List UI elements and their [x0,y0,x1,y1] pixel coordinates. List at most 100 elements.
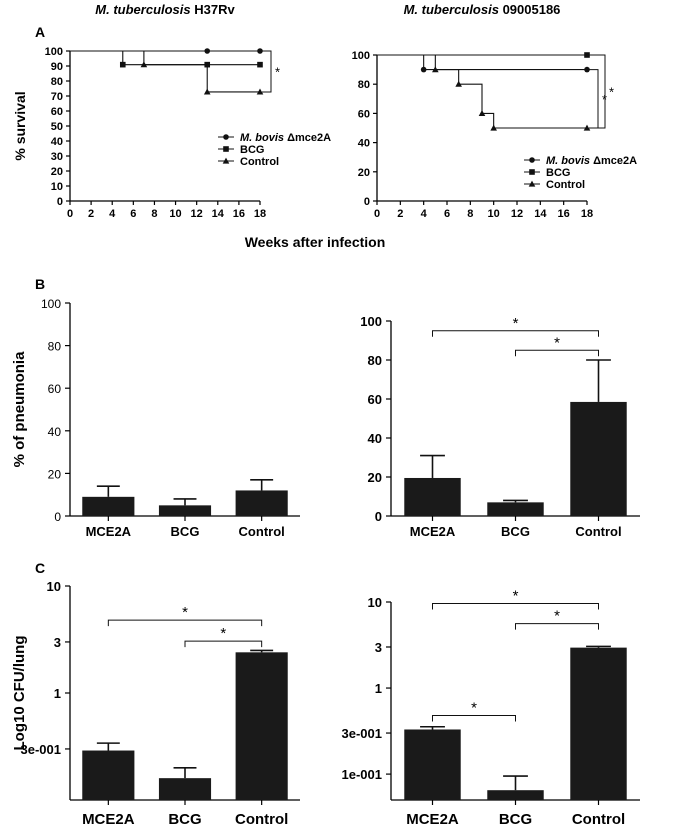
legend-entry: BCG [240,144,264,156]
x-tick-label: Control [572,811,625,828]
legend-marker-square [223,146,229,152]
significance-star: * [513,315,519,332]
data-point-triangle [203,88,211,95]
chart-c2: 1e-001 3e-001 1 3 10 MCE2A BCG Control * * * [342,588,640,828]
x-tick-label: Control [235,811,288,828]
chart-a2: M. tuberculosis 09005186 0 20 40 60 80 100 0 2 4 6… [352,2,637,220]
significance-star: * [471,699,477,716]
data-point-triangle [256,88,264,95]
y-tick-label: 10 [51,181,63,193]
y-axis-label: Log10 CFU/lung [11,636,28,751]
significance-bracket [432,330,599,337]
chart-c1: 3e-001 1 3 10 MCE2A BCG Control * * Log10 CFU/lun… [11,579,300,828]
bar-mce2a [82,750,135,800]
y-tick-label: 100 [360,314,382,329]
y-tick-label: 20 [51,166,63,178]
data-point-triangle [490,124,497,131]
y-tick-label: 80 [51,76,63,88]
data-point-triangle [140,61,148,68]
significance-bracket [262,50,272,93]
panel-label-a: A [35,24,45,40]
legend-entry-text: BCG [240,144,264,156]
x-tick-label: 10 [488,208,500,220]
series-line-triangle [377,54,587,129]
bar-bcg [158,505,212,516]
y-tick-label: 90 [51,61,63,73]
data-point-square [119,61,126,68]
legend-entry: Control [546,179,585,191]
chart-b1: 0 20 40 60 80 100 MCE2A BCG Control % of pneumoni… [11,297,300,539]
x-tick-label: BCG [499,811,532,828]
data-point-square [584,52,590,58]
y-tick-label: 40 [48,425,62,439]
y-tick-label: 3 [54,635,61,650]
significance-bracket [589,69,599,129]
bar-mce2a [82,496,135,516]
legend-entry-text: Δmce2A [590,155,637,167]
chart-title-rest: H37Rv [191,2,236,17]
significance-bracket [515,623,599,630]
significance-star: * [275,64,280,79]
data-point-triangle [478,110,486,116]
x-tick-label: 2 [88,208,94,220]
panel-label-b: B [35,276,45,292]
x-tick-label: MCE2A [82,811,135,828]
bar-control [235,652,288,800]
x-tick-label: MCE2A [406,811,459,828]
legend-entry: M. bovis Δmce2A [546,155,637,167]
y-tick-label: 60 [368,392,382,407]
y-tick-label: 10 [47,579,61,594]
significance-bracket [432,603,599,610]
x-tick-label: 16 [233,208,245,220]
y-tick-label: 20 [358,167,370,179]
x-tick-label: Control [575,524,621,539]
bar-bcg [487,790,544,800]
chart-title-italic: M. tuberculosis [95,2,190,17]
x-tick-label: 0 [67,208,73,220]
y-tick-label: 0 [375,509,382,524]
y-tick-label: 20 [48,467,62,481]
y-tick-label: 3e-001 [21,742,61,757]
x-tick-label: 10 [169,208,181,220]
chart-title-italic: M. tuberculosis [404,2,499,17]
significance-star: * [554,334,560,351]
y-tick-label: 40 [368,431,382,446]
legend-marker-square [529,169,535,175]
bar-bcg [487,502,544,516]
significance-bracket [184,640,263,648]
data-point-triangle [432,66,439,73]
data-point-circle [420,66,427,73]
chart-title: M. tuberculosis H37Rv [95,2,235,17]
y-tick-label: 50 [51,121,63,133]
y-tick-label: 40 [358,138,370,150]
y-tick-label: 100 [45,46,63,58]
y-tick-label: 1 [54,686,61,701]
bar-control [570,647,627,800]
y-tick-label: 80 [368,353,382,368]
significance-bracket [107,619,263,627]
x-tick-label: 16 [558,208,570,220]
series-line-square [70,50,260,66]
y-tick-label: 80 [358,79,370,91]
data-point-square [257,61,263,68]
y-tick-label: 1e-001 [342,767,382,782]
chart-title-rest: 09005186 [499,2,560,17]
x-tick-label: 0 [374,208,380,220]
y-tick-label: 20 [368,470,382,485]
significance-star: * [220,625,226,642]
x-tick-label: 6 [130,208,136,220]
bar-control [235,490,288,516]
x-tick-label: BCG [168,811,201,828]
y-tick-label: 100 [41,297,61,311]
y-tick-label: 0 [54,510,61,524]
x-tick-label: MCE2A [86,524,132,539]
legend-entry: BCG [546,167,570,179]
charts-layer: M. tuberculosis H37Rv0102030405060708090… [11,2,640,828]
data-point-circle [257,48,263,54]
y-tick-label: 10 [368,595,382,610]
x-tick-label: MCE2A [410,524,456,539]
x-tick-label: 4 [109,208,116,220]
legend-marker-triangle [528,180,536,187]
y-tick-label: 60 [358,108,370,120]
legend-entry-text: Δmce2A [284,132,331,144]
